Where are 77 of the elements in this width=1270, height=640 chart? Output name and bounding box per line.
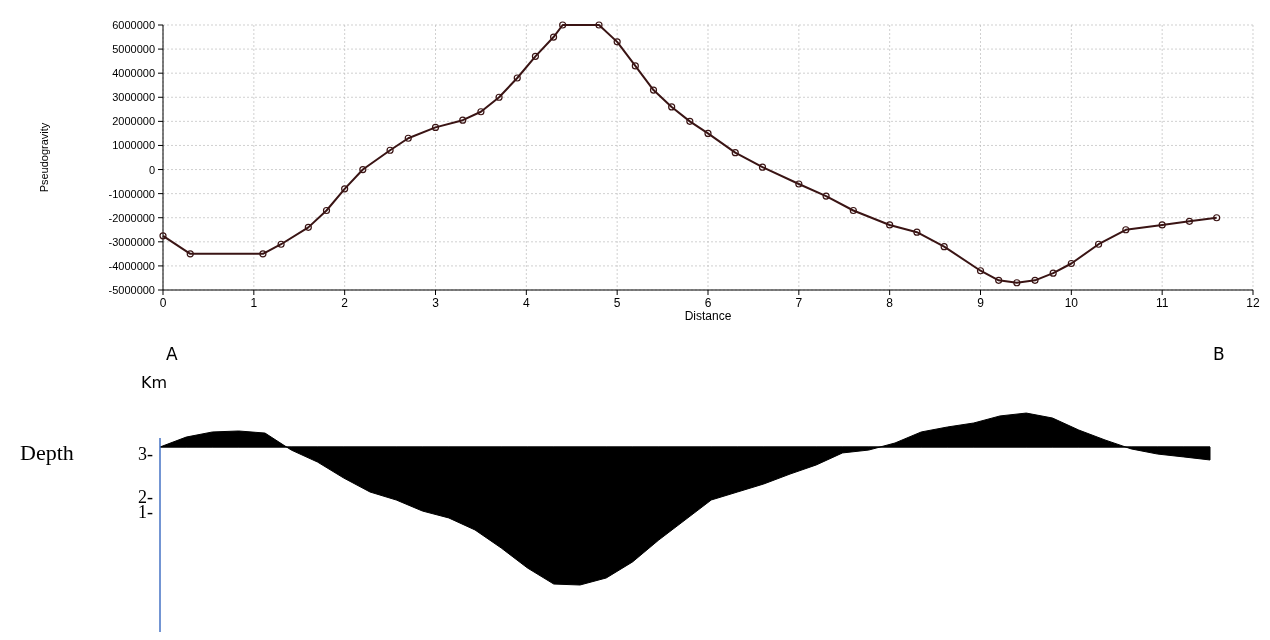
x-tick-label: 5 (613, 296, 621, 310)
point (1213, 214, 1221, 222)
point (940, 243, 948, 251)
point (186, 250, 194, 258)
x-tick-label: 4 (522, 296, 530, 310)
point (913, 228, 921, 236)
y-tick-label: 5000000 (112, 43, 155, 56)
point (386, 146, 394, 154)
point (1185, 217, 1194, 225)
point (595, 21, 603, 29)
y-tick-label: 4000000 (112, 67, 155, 80)
point (795, 180, 803, 188)
x-tick-label: 3 (432, 296, 440, 310)
point (1067, 259, 1075, 268)
point (1158, 221, 1166, 229)
y-tick-label: -4000000 (108, 259, 155, 272)
x-tick-label: 12 (1246, 296, 1260, 310)
y-axis-title: Pseudogravity (38, 122, 50, 193)
point (613, 38, 621, 46)
point (886, 221, 894, 229)
point (731, 149, 739, 157)
point (549, 33, 558, 41)
point (1094, 240, 1103, 248)
text: 1- (138, 502, 153, 522)
x-tick-label: 8 (886, 296, 894, 310)
point (995, 276, 1003, 284)
y-tick-label: 2000000 (112, 115, 155, 128)
x-tick-label: 1 (250, 296, 258, 310)
point (649, 86, 658, 94)
y-tick-label: -3000000 (108, 235, 155, 248)
point (1049, 269, 1057, 277)
point (459, 116, 467, 124)
point (686, 117, 694, 125)
text: 3- (138, 444, 153, 464)
point (259, 250, 267, 258)
point (976, 267, 985, 275)
text: B (1213, 344, 1225, 364)
x-axis-title: Distance (684, 309, 732, 323)
point (559, 21, 567, 29)
point (477, 108, 485, 116)
x-tick-label: 9 (977, 296, 985, 310)
point (277, 240, 285, 248)
x-tick-label: 6 (704, 296, 712, 310)
point (1013, 279, 1021, 287)
y-tick-label: -1000000 (108, 187, 155, 200)
y-tick-label: 0 (148, 163, 155, 176)
y-tick-label: 3000000 (112, 91, 155, 104)
point (404, 134, 412, 142)
point (1122, 226, 1130, 234)
x-tick-label: 7 (795, 296, 803, 310)
point (431, 123, 440, 131)
point (1031, 276, 1039, 284)
text: Km (141, 373, 168, 392)
point (822, 192, 830, 200)
point (704, 129, 712, 138)
point (159, 232, 167, 240)
y-axis-title: Depth (20, 440, 74, 465)
text: A (166, 344, 178, 364)
point (322, 206, 331, 215)
y-tick-label: -5000000 (108, 284, 155, 296)
point (758, 163, 767, 171)
x-tick-label: 11 (1155, 296, 1169, 310)
y-tick-label: 6000000 (112, 19, 155, 31)
point (668, 103, 676, 111)
point (631, 62, 639, 70)
point (359, 165, 367, 174)
y-tick-label: -2000000 (108, 211, 155, 224)
point (495, 93, 503, 101)
point (304, 223, 312, 231)
point (341, 185, 349, 193)
point (513, 74, 521, 82)
x-tick-label: 2 (341, 296, 349, 310)
y-tick-label: 1000000 (112, 139, 155, 152)
x-tick-label: 10 (1064, 296, 1079, 310)
point (849, 206, 857, 215)
x-tick-label: 0 (159, 296, 167, 310)
point (531, 52, 540, 60)
